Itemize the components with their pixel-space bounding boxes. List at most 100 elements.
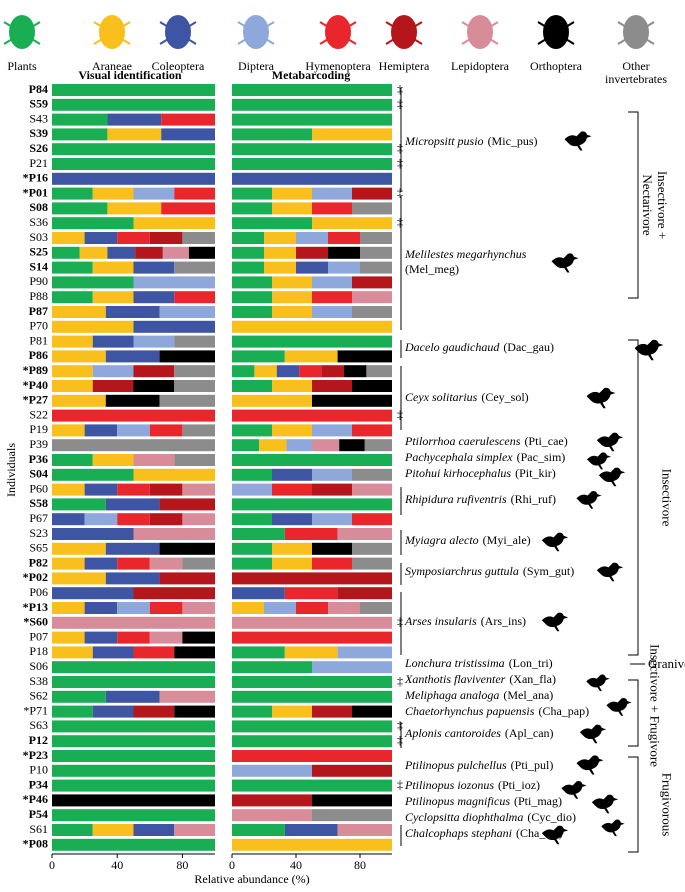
species-code: (Pti_pul) <box>511 758 554 772</box>
bar-segment <box>92 824 134 836</box>
bar-segment <box>272 276 312 289</box>
bar-segment <box>232 794 312 807</box>
bar-segment <box>312 557 352 570</box>
bar-segment <box>312 394 392 407</box>
bar-segment <box>328 602 360 614</box>
species-code: (Sym_gut) <box>523 564 574 578</box>
bar-segment <box>182 631 215 644</box>
species-code: (Ars_ins) <box>481 614 526 628</box>
row-label: S59 <box>29 97 48 111</box>
species-name: Dacelo gaudichaud <box>404 340 500 354</box>
species-code: (Cha_pap) <box>538 704 589 718</box>
bar-segment <box>296 232 328 244</box>
species-name: Arses insularis <box>404 614 477 628</box>
marker: ‡ <box>397 82 403 96</box>
species-label: Ptilinopus magnificus (Pti_mag) <box>404 794 562 808</box>
marker: ‡ <box>397 733 403 747</box>
bird-icon <box>551 253 579 273</box>
bar-segment <box>352 483 392 496</box>
bar-segment <box>107 113 162 126</box>
bar-segment <box>52 409 215 422</box>
row-label: *P02 <box>23 570 48 584</box>
bar-segment <box>52 291 93 304</box>
bar-segment <box>284 528 338 540</box>
bar-segment <box>328 232 360 244</box>
species-label: Melilestes megarhynchus (Mel_meg) <box>404 247 527 276</box>
bar-segment <box>159 690 215 703</box>
bar-segment <box>366 365 392 378</box>
bird-icon <box>598 467 626 487</box>
bar-segment <box>272 542 312 555</box>
bar-segment <box>149 631 183 644</box>
legend-label: Coleoptera <box>151 59 205 73</box>
legend-label: Orthoptera <box>530 59 582 73</box>
bar-segment <box>312 187 352 200</box>
bar-segment <box>352 557 392 570</box>
marker: ‡ <box>397 141 403 155</box>
species-label: Symposiarchrus guttula (Sym_gut) <box>405 564 574 578</box>
bar-segment <box>232 735 392 748</box>
species-code: (Pac_sim) <box>517 450 566 464</box>
bar-segment <box>52 498 106 511</box>
bar-segment <box>52 113 108 126</box>
bar-segment <box>133 380 175 392</box>
bird-icon <box>576 490 602 509</box>
bar-segment <box>312 483 352 496</box>
species-code: (Pti_ioz) <box>498 778 540 792</box>
bird-icon <box>576 755 604 775</box>
bar-segment <box>52 246 80 259</box>
bar-segment <box>360 246 392 259</box>
species-label: Arses insularis (Ars_ins) <box>404 614 526 628</box>
bar-segment <box>254 365 277 378</box>
bar-segment <box>52 158 215 170</box>
bar-segment <box>232 587 285 600</box>
bar-segment <box>232 483 272 496</box>
bar-segment <box>117 557 150 570</box>
bar-segment <box>161 128 215 141</box>
bar-segment <box>286 439 312 452</box>
bar-segment <box>52 468 134 481</box>
bar-segment <box>232 84 392 96</box>
row-label: S62 <box>29 689 48 703</box>
bar-segment <box>92 291 134 304</box>
species-name: Melilestes megarhynchus <box>404 247 527 261</box>
bar-segment <box>52 261 93 274</box>
row-label: S43 <box>29 111 48 125</box>
species-code: (Mel_ana) <box>503 688 553 702</box>
bar-segment <box>312 794 392 807</box>
bar-segment <box>92 380 134 392</box>
brackets <box>400 88 645 853</box>
species-code: (Pti_cae) <box>524 434 567 448</box>
bar-segment <box>312 661 392 674</box>
guild-label: Insectivore + Nectarivore <box>640 170 670 240</box>
legend-label: Plants <box>7 59 37 73</box>
bar-segment <box>232 454 392 466</box>
bar-segment <box>272 291 312 304</box>
bar-segment <box>105 350 160 363</box>
bar-segment <box>284 350 338 363</box>
row-label: P67 <box>29 511 48 525</box>
bar-segment <box>232 528 285 540</box>
bar-segment <box>232 824 285 836</box>
species-code: (Dac_gau) <box>503 340 554 354</box>
bar-segment <box>232 217 312 230</box>
bar-segment <box>272 202 312 215</box>
row-label: *P27 <box>23 393 48 407</box>
bar-segment <box>133 276 215 289</box>
marker: ‡ <box>397 674 403 688</box>
row-label: *S60 <box>23 615 48 629</box>
bar-segment <box>52 676 215 688</box>
bar-segment <box>182 513 215 526</box>
bar-segment <box>232 690 392 703</box>
species-name: Chaetorhynchus papuensis <box>405 704 535 718</box>
x-axis-label: Relative abundance (%) <box>194 872 309 886</box>
bar-segment <box>159 542 215 555</box>
row-label: P34 <box>29 777 48 791</box>
bar-segment <box>135 246 163 259</box>
row-label: P19 <box>29 422 48 436</box>
species-label: Cyclopsitta diophthalma (Cyc_dio) <box>405 810 576 824</box>
species-name: Chalcophaps stephani <box>405 826 512 840</box>
bar-segment <box>232 572 392 585</box>
bar-segment <box>117 631 150 644</box>
row-label: S65 <box>29 541 48 555</box>
